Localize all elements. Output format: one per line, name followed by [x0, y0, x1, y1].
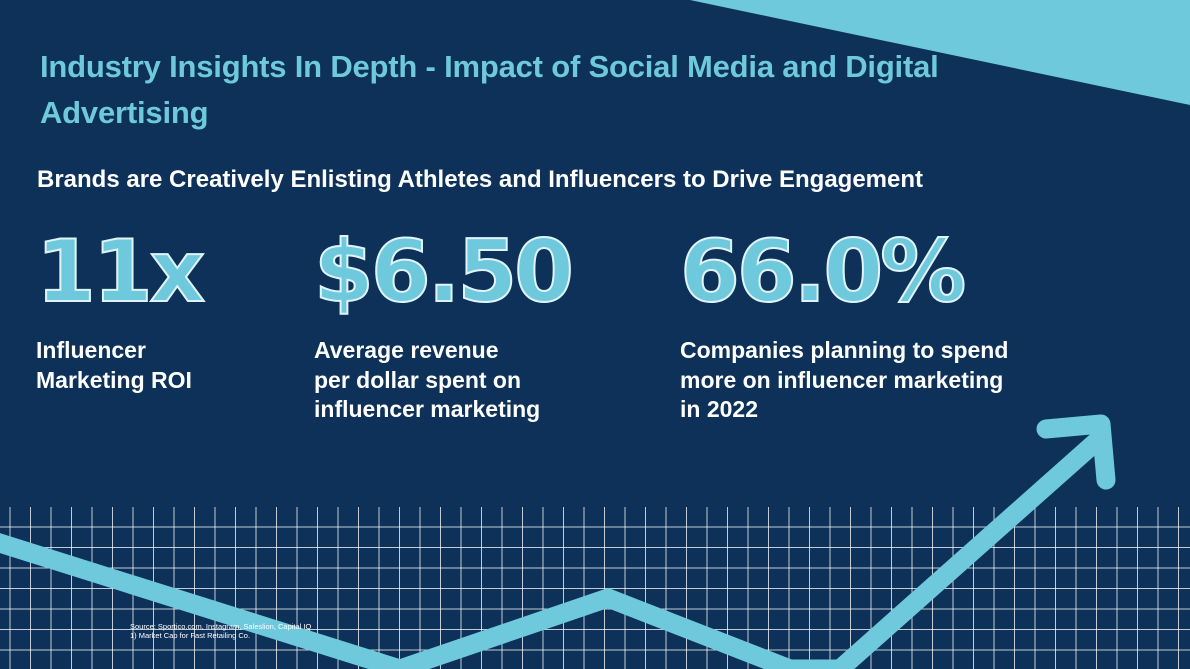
source-line: Source: Sportico.com, Instagram, Salesli… — [130, 622, 312, 631]
stat-label-line: Average revenue — [314, 337, 499, 363]
page-subtitle: Brands are Creatively Enlisting Athletes… — [37, 166, 924, 193]
stat-label-line: more on influencer marketing — [680, 366, 1004, 393]
page-title: Industry Insights In Depth - Impact of S… — [40, 49, 939, 130]
trend-arrow-line — [0, 432, 1105, 669]
stat-label-line: per dollar spent on — [314, 366, 522, 393]
stat-label-line: in 2022 — [680, 396, 758, 422]
stat-label: Average revenue per dollar spent on infl… — [314, 336, 571, 425]
grid-lines — [0, 507, 1190, 669]
stat-label: Influencer Marketing ROI — [36, 336, 202, 395]
accent-triangle — [690, 0, 1190, 105]
stat-label-line: Companies planning to spend — [680, 337, 1009, 363]
stat-label-line: influencer marketing — [314, 396, 541, 422]
stat-label-line: Marketing ROI — [36, 366, 192, 393]
source-line: 1) Market Cap for Fast Retailing Co. — [130, 631, 251, 640]
stat-label-line: Influencer — [36, 337, 146, 363]
source-note: Source: Sportico.com, Instagram, Salesli… — [130, 622, 311, 640]
stat-label: Companies planning to spend more on infl… — [680, 336, 1008, 425]
stat-value: $6.50 — [313, 221, 575, 323]
stat-value: 11x — [35, 221, 206, 323]
stat-value: 66.0% — [679, 221, 967, 323]
trend-arrow-head — [1036, 414, 1116, 490]
stat-roi: 11x Influencer Marketing ROI — [35, 221, 206, 395]
stat-revenue: $6.50 Average revenue per dollar spent o… — [313, 221, 575, 425]
stat-companies: 66.0% Companies planning to spend more o… — [679, 221, 1008, 425]
